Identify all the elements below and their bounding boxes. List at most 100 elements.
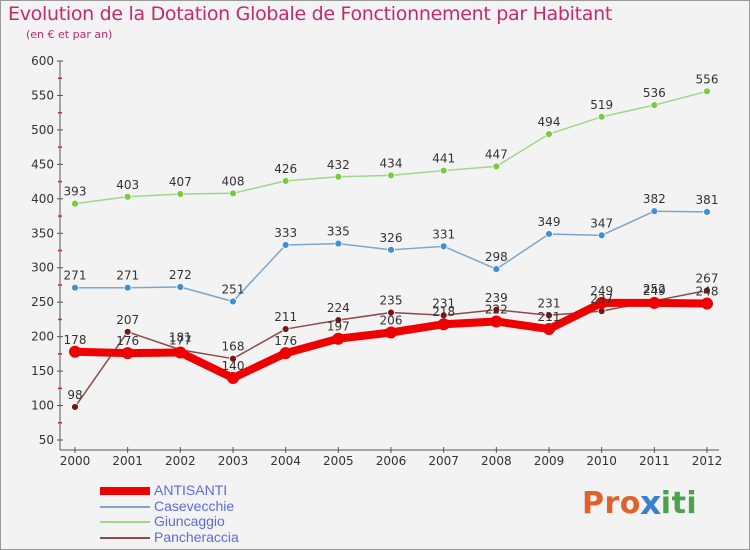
series-point-casevecchie [439,242,448,251]
data-label-antisanti: 176 [116,334,139,348]
legend-item-antisanti: ANTISANTI [100,482,360,498]
series-point-casevecchie [281,241,290,249]
data-label-antisanti: 211 [538,310,561,324]
series-point-casevecchie [123,283,132,292]
x-tick-label: 2001 [112,454,143,468]
data-label-antisanti: 178 [64,333,87,347]
series-point-giuncaggio [545,130,553,138]
data-label-casevecchie: 271 [64,269,87,283]
series-point-pancheraccia [334,316,343,324]
series-point-antisanti [648,296,661,309]
data-label-pancheraccia: 168 [222,340,245,354]
x-tick-label: 2004 [270,454,301,468]
data-label-pancheraccia: 207 [116,313,139,327]
data-label-giuncaggio: 441 [432,152,455,166]
data-label-casevecchie: 349 [538,215,561,229]
data-label-pancheraccia: 224 [327,301,350,315]
data-label-casevecchie: 333 [274,226,297,240]
legend-swatch-antisanti [100,487,150,495]
series-point-casevecchie [597,231,606,240]
series-point-casevecchie [176,283,185,291]
series-point-pancheraccia [229,354,237,363]
x-tick-label: 2000 [60,454,91,468]
series-point-casevecchie [334,239,343,248]
data-label-casevecchie: 251 [222,282,245,296]
y-tick-label: 250 [31,295,54,309]
legend-item-pancheraccia: Pancheraccia [100,529,360,545]
series-point-pancheraccia [281,325,290,333]
data-label-antisanti: 206 [380,314,403,328]
data-label-giuncaggio: 426 [274,162,297,176]
series-point-antisanti [490,315,503,328]
data-label-giuncaggio: 407 [169,175,192,189]
y-tick-label: 450 [31,157,54,171]
x-tick-label: 2009 [534,454,565,468]
data-label-casevecchie: 335 [327,225,350,239]
data-label-giuncaggio: 432 [327,158,350,172]
data-label-casevecchie: 381 [696,193,719,207]
y-tick-label: 550 [31,88,54,102]
series-point-giuncaggio [229,189,237,198]
series-point-casevecchie [387,245,395,254]
data-label-casevecchie: 326 [380,231,403,245]
data-label-pancheraccia: 252 [643,282,666,296]
series-point-antisanti [69,345,81,358]
data-label-casevecchie: 331 [432,227,455,241]
x-tick-label: 2007 [428,454,459,468]
y-tick-label: 100 [31,399,54,413]
x-tick-label: 2008 [481,454,512,468]
series-point-casevecchie [703,208,711,216]
series-point-antisanti [543,323,555,336]
series-point-antisanti [332,332,345,345]
data-label-antisanti: 222 [485,302,508,316]
series-point-pancheraccia [71,403,79,411]
series-point-casevecchie [229,297,237,306]
data-label-pancheraccia: 239 [485,291,508,305]
legend-swatch-giuncaggio [100,521,150,523]
legend-item-casevecchie: Casevecchie [100,498,360,514]
data-label-pancheraccia: 267 [696,271,719,285]
series-point-pancheraccia [123,327,132,336]
series-point-pancheraccia [492,305,501,314]
series-point-antisanti [385,326,397,339]
data-label-giuncaggio: 536 [643,86,666,100]
series-point-giuncaggio [281,177,290,185]
data-label-antisanti: 218 [432,305,455,319]
series-point-casevecchie [545,230,553,238]
legend-label-antisanti: ANTISANTI [154,482,228,498]
data-label-casevecchie: 298 [485,250,508,264]
data-label-giuncaggio: 408 [222,174,245,188]
series-point-casevecchie [71,283,79,292]
chart-title: Evolution de la Dotation Globale de Fonc… [8,3,613,25]
data-label-antisanti: 249 [590,284,613,298]
data-label-giuncaggio: 447 [485,147,508,161]
data-label-antisanti: 249 [643,284,666,298]
data-label-antisanti: 197 [327,320,350,334]
series-point-giuncaggio [597,112,606,121]
data-label-pancheraccia: 231 [432,296,455,310]
y-tick-label: 400 [31,192,54,206]
y-tick-label: 300 [31,261,54,275]
series-point-giuncaggio [650,101,659,110]
series-point-giuncaggio [703,87,711,96]
data-label-pancheraccia: 181 [169,331,192,345]
series-point-antisanti [595,296,608,309]
y-tick-label: 150 [31,364,54,378]
legend-label-casevecchie: Casevecchie [154,498,235,514]
y-tick-label: 350 [31,226,54,240]
series-point-pancheraccia [545,311,553,320]
data-label-casevecchie: 271 [116,269,139,283]
data-label-giuncaggio: 556 [696,72,719,86]
x-tick-label: 2010 [586,454,617,468]
series-point-giuncaggio [176,190,185,198]
series-point-casevecchie [650,207,659,216]
legend-item-giuncaggio: Giuncaggio [100,513,360,529]
x-tick-label: 2011 [639,454,670,468]
data-label-antisanti: 248 [696,285,719,299]
data-label-antisanti: 140 [222,359,245,373]
x-tick-label: 2002 [165,454,196,468]
proxiti-logo: Proxiti [582,484,698,523]
x-tick-label: 2006 [376,454,407,468]
data-label-pancheraccia: 231 [538,296,561,310]
